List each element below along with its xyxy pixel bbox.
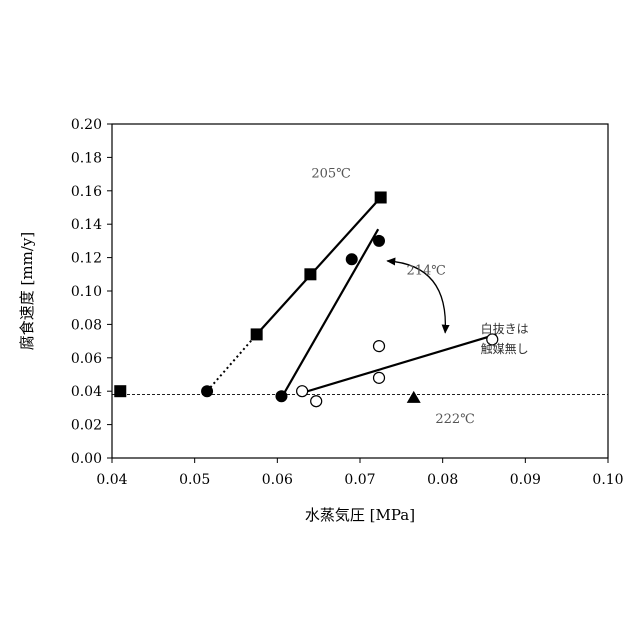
data-points (114, 191, 498, 406)
y-tick-label: 0.18 (71, 150, 102, 166)
y-tick-label: 0.06 (71, 351, 102, 367)
y-tick-label: 0.20 (71, 117, 102, 133)
x-axis-title: 水蒸気圧 [MPa] (305, 506, 415, 524)
x-tick-label: 0.10 (592, 472, 623, 488)
fit-lines (112, 197, 608, 397)
data-point-square (375, 191, 387, 203)
note-label: 触媒無し (481, 341, 529, 356)
data-point-circle-open (311, 396, 322, 407)
fit-line (257, 197, 381, 334)
fit-line (302, 334, 496, 392)
y-tick-label: 0.16 (71, 184, 102, 200)
data-point-square (304, 268, 316, 280)
temperature-label: 214℃ (406, 263, 445, 278)
data-point-circle-filled (346, 253, 358, 265)
fit-line (207, 334, 257, 391)
y-axis-ticks: 0.00 0.02 0.04 0.06 0.08 0.10 0.12 0.14 0.16 0.18… (71, 117, 112, 467)
note-label: 白抜きは (481, 321, 529, 336)
plot-area-frame (112, 124, 608, 458)
x-tick-label: 0.07 (344, 472, 375, 488)
y-tick-label: 0.12 (71, 251, 102, 267)
y-tick-label: 0.00 (71, 451, 102, 467)
data-point-circle-filled (201, 385, 213, 397)
x-tick-label: 0.06 (262, 472, 293, 488)
y-tick-label: 0.14 (71, 217, 102, 233)
x-tick-label: 0.04 (96, 472, 127, 488)
data-point-triangle (407, 391, 421, 403)
y-axis-title: 腐食速度 [mm/y] (18, 232, 36, 350)
x-tick-label: 0.05 (179, 472, 210, 488)
data-point-circle-open (297, 386, 308, 397)
temperature-label: 205℃ (311, 166, 350, 181)
y-tick-label: 0.10 (71, 284, 102, 300)
y-tick-label: 0.08 (71, 317, 102, 333)
annotations: 205℃ 214℃ 222℃ 白抜きは触媒無し (311, 166, 528, 426)
x-axis-ticks: 0.04 0.05 0.06 0.07 0.08 0.09 0.10 (96, 458, 623, 488)
data-point-square (114, 385, 126, 397)
y-tick-label: 0.02 (71, 418, 102, 434)
data-point-square (251, 328, 263, 340)
x-tick-label: 0.08 (427, 472, 458, 488)
x-tick-label: 0.09 (510, 472, 541, 488)
data-point-circle-filled (275, 390, 287, 402)
temperature-label: 222℃ (435, 412, 474, 427)
data-point-circle-filled (373, 235, 385, 247)
data-point-circle-open (374, 372, 385, 383)
data-point-circle-open (374, 341, 385, 352)
y-tick-label: 0.04 (71, 384, 102, 400)
